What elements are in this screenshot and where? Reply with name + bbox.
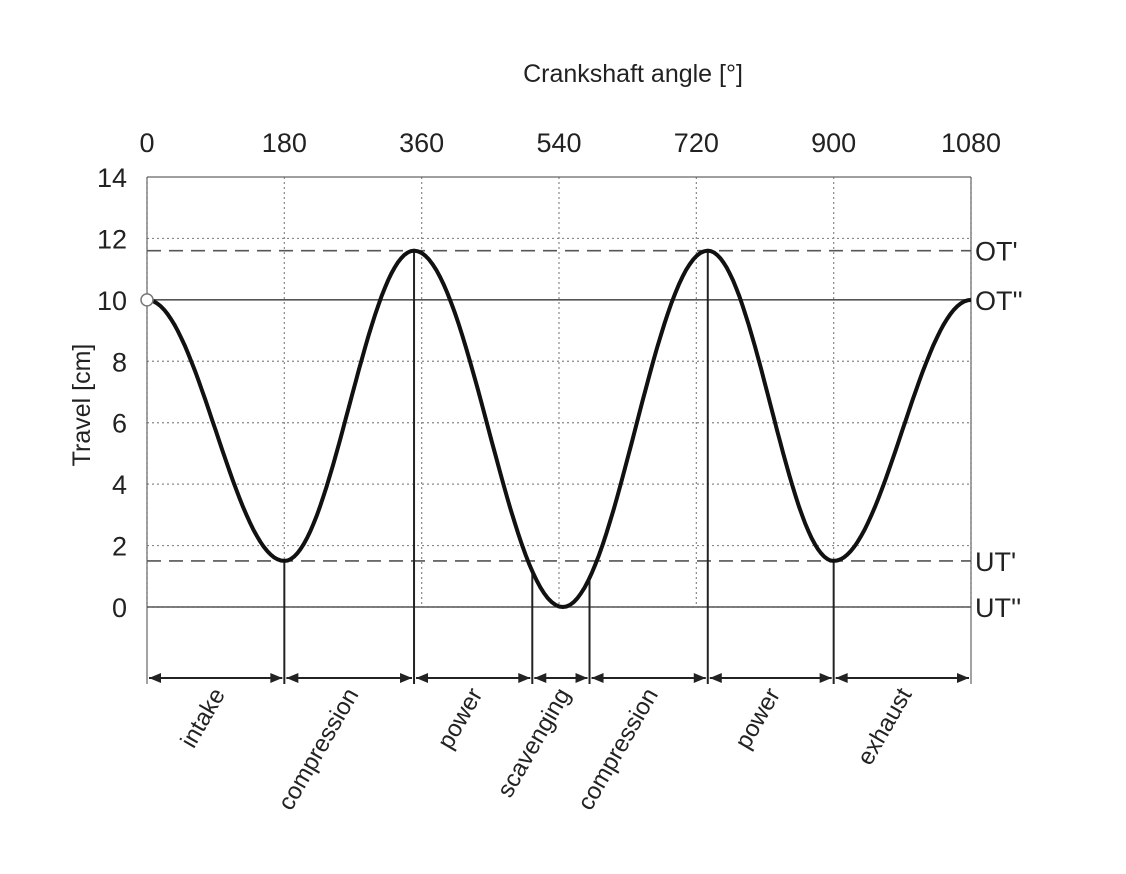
x-tick-label: 360 (399, 128, 444, 158)
phase-arrowhead-left (709, 673, 722, 683)
phase-label: power (730, 684, 786, 754)
phase-arrowhead-left (286, 673, 299, 683)
x-tick-label: 540 (536, 128, 581, 158)
phase-arrowhead-right (270, 673, 283, 683)
y-axis-title: Travel [cm] (68, 344, 96, 467)
y-tick-label: 8 (112, 347, 127, 377)
reference-label: UT' (975, 547, 1016, 577)
y-tick-label: 10 (97, 286, 127, 316)
y-tick-label: 12 (97, 224, 127, 254)
phase-label: compression (273, 684, 364, 815)
phase-arrowhead-right (518, 673, 531, 683)
x-tick-label: 1080 (941, 128, 1001, 158)
phase-arrowhead-left (835, 673, 848, 683)
x-tick-label: 900 (811, 128, 856, 158)
y-tick-label: 0 (112, 593, 127, 623)
grid-layer (146, 176, 972, 684)
phase-label: scavenging (492, 684, 576, 803)
phase-arrowhead-right (819, 673, 832, 683)
x-axis-title: Crankshaft angle [°] (523, 60, 743, 88)
x-tick-label: 720 (674, 128, 719, 158)
phase-label: compression (572, 684, 663, 815)
y-tick-label: 4 (112, 470, 127, 500)
phase-arrowhead-left (534, 673, 547, 683)
phase-arrowhead-left (149, 673, 161, 683)
phase-boundaries-layer (283, 250, 835, 684)
x-tick-label: 0 (139, 128, 154, 158)
travel-curve (146, 248, 972, 610)
tick-labels-layer: 0 180 360 540 720 900 1080 0 2 4 6 8 10 12 14 (97, 128, 1001, 623)
phase-arrowhead-right (400, 673, 413, 683)
phase-arrowhead-left (416, 673, 429, 683)
x-tick-label: 180 (262, 128, 307, 158)
reference-lines-layer: OT' OT'' UT' UT'' (147, 237, 1023, 623)
start-marker (140, 293, 154, 307)
phase-labels-layer: intake compression power scavengingcompress… (149, 673, 969, 815)
phase-label: exhaust (852, 683, 918, 770)
reference-label: OT'' (975, 286, 1023, 316)
phase-arrowhead-right (957, 673, 969, 683)
phase-arrowhead-left (591, 673, 604, 683)
reference-label: OT' (975, 237, 1018, 267)
curve-layer (140, 248, 972, 610)
reference-label: UT'' (975, 593, 1021, 623)
y-tick-label: 6 (112, 409, 127, 439)
y-tick-label: 2 (112, 532, 127, 562)
phase-arrowhead-right (693, 673, 706, 683)
y-tick-label: 14 (97, 163, 127, 193)
phase-arrowhead-right (575, 673, 588, 683)
phase-label: intake (175, 684, 230, 753)
phase-label: power (432, 684, 488, 754)
